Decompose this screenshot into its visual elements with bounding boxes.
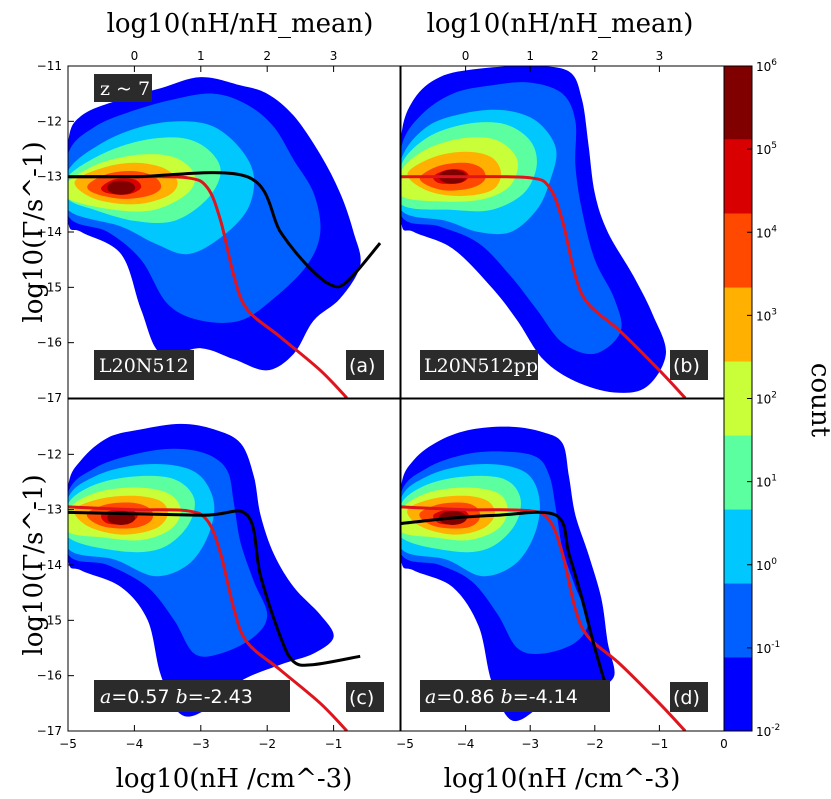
panel-d-a: 0.86	[452, 686, 494, 708]
x-tick-label-right-3: −2	[586, 737, 604, 751]
top-tick-label-a-3: 3	[330, 49, 338, 63]
panel-c	[68, 399, 400, 731]
colorbar-label: count	[805, 363, 831, 438]
panel-c-red-curve	[68, 505, 348, 731]
panel-a-letter: (a)	[349, 355, 375, 377]
y-tick-label-top-4: −15	[37, 280, 62, 294]
letter-box-d: (d)	[670, 682, 708, 712]
panel-b-name: L20N512pp	[424, 355, 538, 377]
panel-d-b: -4.14	[529, 686, 578, 708]
y-tick-label-bottom-1: −13	[37, 503, 62, 517]
colorbar-segment-5	[724, 287, 752, 362]
colorbar-segment-6	[724, 213, 752, 288]
panel-c-letter: (c)	[349, 687, 374, 709]
colorbar-segment-7	[724, 139, 752, 214]
panel-b	[401, 66, 724, 398]
colorbar-tick-label-8: 106	[756, 58, 777, 74]
panel-a-name: L20N512	[99, 355, 189, 377]
top-tick-label-a-0: 0	[131, 49, 139, 63]
panel-d	[401, 399, 724, 731]
x-tick-label-right-0: −5	[396, 737, 414, 751]
y-tick-label-top-0: −11	[37, 59, 62, 73]
y-tick-label-top-6: −17	[37, 391, 62, 405]
top-tick-label-a-2: 2	[263, 49, 271, 63]
panel-a-peak	[107, 180, 136, 195]
params-box-d: a=0.86 b=-4.14	[420, 680, 610, 712]
y-tick-label-bottom-3: −15	[37, 613, 62, 627]
panel-b-red-curve	[401, 175, 687, 398]
y-tick-label-top-2: −13	[37, 170, 62, 184]
colorbar-tick-label-2: 100	[756, 557, 777, 573]
y-tick-label-top-1: −12	[37, 114, 62, 128]
y-axis-label-bottom-text: log10(Γ/s^-1)	[19, 474, 49, 655]
top-tick-label-b-1: 1	[526, 49, 534, 63]
panel-d-red-curve	[401, 505, 687, 731]
panel-a-black-curve	[68, 171, 382, 289]
y-axis-label-top-text: log10(Γ/s^-1)	[19, 141, 49, 322]
colorbar-segment-2	[724, 509, 752, 584]
x-tick-label-right-5: 0	[720, 737, 728, 751]
name-box-b: L20N512pp	[420, 350, 538, 380]
letter-box-c: (c)	[346, 682, 384, 712]
panel-b-letter: (b)	[673, 355, 700, 377]
colorbar-tick-label-6: 104	[756, 224, 777, 240]
colorbar-segment-3	[724, 435, 752, 510]
colorbar-tick-label-7: 105	[756, 141, 777, 157]
params-box-c: a=0.57 b=-2.43	[94, 680, 290, 712]
colorbar-tick-label-0: 10-2	[756, 723, 780, 739]
top-tick-label-b-0: 0	[462, 49, 470, 63]
panel-d-letter: (d)	[673, 687, 700, 709]
x-tick-label-left-3: −2	[258, 737, 276, 751]
x-axis-label-left: log10(nH /cm^-3)	[116, 764, 353, 794]
panel-a	[68, 66, 400, 398]
panel-d-black-curve	[401, 510, 606, 682]
letter-box-a: (a)	[346, 350, 384, 380]
panel-c-params: a=0.57 b=-2.43	[100, 686, 253, 708]
colorbar-label-text: count	[805, 363, 831, 438]
top-axis-label-left: log10(nH/nH_mean)	[107, 9, 374, 39]
y-tick-label-bottom-2: −14	[37, 558, 62, 572]
x-tick-label-right-1: −4	[457, 737, 475, 751]
axis-ticks: −11−12−13−14−15−16−17−12−13−14−15−16−17−…	[37, 49, 728, 751]
y-axis-label-top: log10(Γ/s^-1)	[19, 141, 49, 322]
top-tick-label-b-3: 3	[656, 49, 664, 63]
x-axis-label-right: log10(nH /cm^-3)	[444, 764, 681, 794]
y-tick-label-bottom-4: −16	[37, 669, 62, 683]
y-axis-label-bottom: log10(Γ/s^-1)	[19, 474, 49, 655]
y-tick-label-bottom-5: −17	[37, 724, 62, 738]
colorbar-tick-label-3: 101	[756, 474, 777, 490]
colorbar: 10-2 10-1 100 101 102 103 104 105 106	[723, 58, 780, 739]
x-tick-label-left-4: −1	[325, 737, 343, 751]
redshift-box: z ~ 7	[94, 74, 152, 102]
x-tick-label-right-2: −3	[521, 737, 539, 751]
colorbar-segment-8	[724, 66, 752, 140]
colorbar-tick-label-5: 103	[756, 307, 777, 323]
top-tick-label-b-2: 2	[591, 49, 599, 63]
x-tick-label-right-4: −1	[651, 737, 669, 751]
y-tick-label-bottom-0: −12	[37, 447, 62, 461]
top-axis-label-right: log10(nH/nH_mean)	[427, 9, 694, 39]
top-tick-label-a-1: 1	[197, 49, 205, 63]
y-tick-label-top-5: −16	[37, 336, 62, 350]
colorbar-segment-1	[724, 583, 752, 658]
y-tick-label-top-3: −14	[37, 225, 62, 239]
x-tick-label-left-0: −5	[59, 737, 77, 751]
panel-d-params: a=0.86 b=-4.14	[425, 686, 578, 708]
colorbar-segment-0	[724, 657, 752, 731]
x-tick-label-left-1: −4	[126, 737, 144, 751]
name-box-a: L20N512	[94, 350, 194, 380]
redshift-label: z ~ 7	[100, 78, 150, 100]
colorbar-tick-label-4: 102	[756, 391, 777, 407]
panel-c-a: 0.57	[127, 686, 169, 708]
letter-box-b: (b)	[670, 350, 708, 380]
panel-c-b: -2.43	[204, 686, 253, 708]
colorbar-tick-label-1: 10-1	[756, 640, 780, 656]
panel-c-black-curve	[68, 509, 361, 667]
x-tick-label-left-2: −3	[192, 737, 210, 751]
